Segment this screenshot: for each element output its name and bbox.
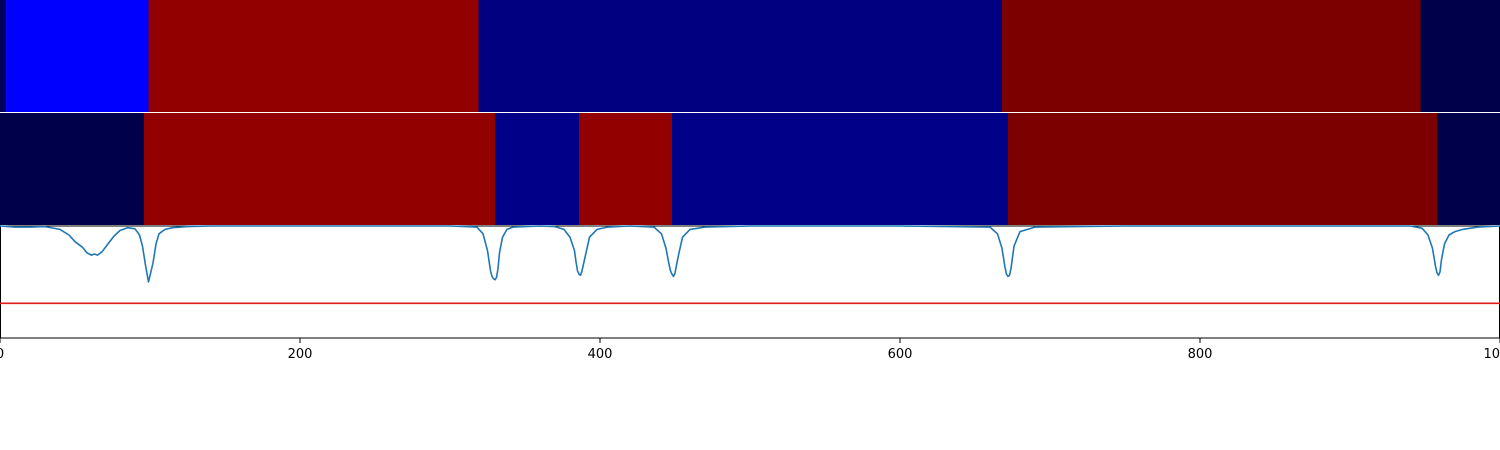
x-tick-label: 600: [888, 347, 913, 362]
heatmap-cell: [478, 0, 1003, 112]
x-tick-label: 200: [288, 347, 313, 362]
x-tick-label: 0: [0, 347, 4, 362]
x-axis: 0 200 400 600 800 1000: [0, 338, 1500, 362]
signal-line-panel: [0, 225, 1500, 339]
heatmap-cell: [1420, 0, 1500, 112]
x-tick-label: 400: [588, 347, 613, 362]
heatmap-cell: [144, 113, 496, 225]
heatmap-cell: [0, 113, 145, 225]
signal-series-line: [0, 225, 1500, 283]
heatmap-cell: [495, 113, 580, 225]
heatmap-strip-middle: [0, 113, 1500, 225]
heatmap-cell: [1437, 113, 1500, 225]
heatmap-cell: [148, 0, 479, 112]
x-tick-label: 1000: [1483, 347, 1500, 362]
heatmap-cell: [672, 113, 1009, 225]
heatmap-cell: [579, 113, 673, 225]
heatmap-cell: [1002, 0, 1421, 112]
x-tick-label: 800: [1188, 347, 1213, 362]
heatmap-cell: [1008, 113, 1438, 225]
heatmap-cell: [6, 0, 149, 112]
line-panel-frame: [0, 225, 1500, 339]
heatmap-strip-top: [0, 0, 1500, 112]
heatmap-cell: [0, 0, 7, 112]
